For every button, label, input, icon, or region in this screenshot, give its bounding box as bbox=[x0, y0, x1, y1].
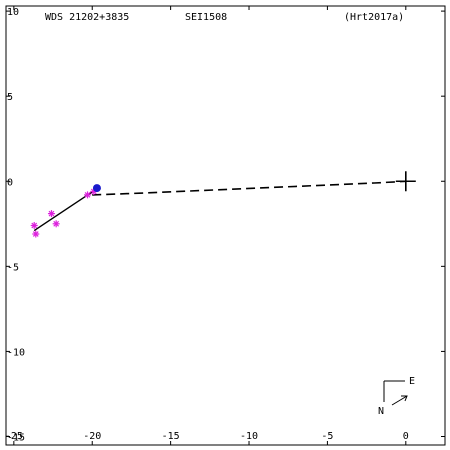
asterisk-stroke bbox=[31, 222, 38, 229]
measurement-point bbox=[32, 230, 40, 238]
dashed-orbit-path bbox=[92, 180, 406, 196]
y-tick-label: 0 bbox=[7, 177, 13, 188]
orbit-paths bbox=[33, 180, 406, 232]
x-tick-label: -15 bbox=[162, 431, 180, 442]
y-tick-label: 5 bbox=[7, 92, 13, 103]
x-tick-label: -5 bbox=[321, 431, 333, 442]
measurement-point bbox=[30, 222, 38, 229]
measurement-point bbox=[84, 191, 92, 199]
measurement-point bbox=[52, 220, 60, 228]
x-tick-label: 0 bbox=[403, 431, 409, 442]
asterisk-stroke bbox=[84, 191, 91, 198]
x-tick-label: -20 bbox=[83, 431, 101, 442]
asterisk-stroke bbox=[32, 231, 39, 237]
compass: E N bbox=[378, 376, 415, 417]
y-tick-label: 10 bbox=[7, 7, 19, 18]
x-tick-label: -25 bbox=[5, 431, 23, 442]
plot-frame bbox=[5, 5, 446, 446]
primary-star-marker bbox=[395, 171, 416, 192]
asterisk-stroke bbox=[53, 220, 60, 227]
measurement-point bbox=[47, 210, 55, 218]
y-tick-label: -5 bbox=[7, 262, 19, 273]
discoverer-code: SEI1508 bbox=[185, 12, 227, 23]
compass-north-label: N bbox=[378, 406, 384, 417]
compass-arrow-head bbox=[401, 395, 408, 402]
asterisk-stroke bbox=[48, 210, 55, 217]
latest-measurement-dot bbox=[92, 184, 101, 193]
compass-east-label: E bbox=[409, 376, 415, 387]
x-tick-label: -10 bbox=[240, 431, 258, 442]
y-tick-label: -10 bbox=[7, 347, 25, 358]
reference-code: (Hrt2017a) bbox=[344, 12, 404, 23]
y-tick-label: -15 bbox=[7, 432, 25, 443]
compass-motion-arrow bbox=[391, 395, 408, 406]
plot-border bbox=[5, 5, 446, 446]
wds-identifier: WDS 21202+3835 bbox=[45, 12, 129, 23]
measurement-marks bbox=[30, 171, 416, 238]
